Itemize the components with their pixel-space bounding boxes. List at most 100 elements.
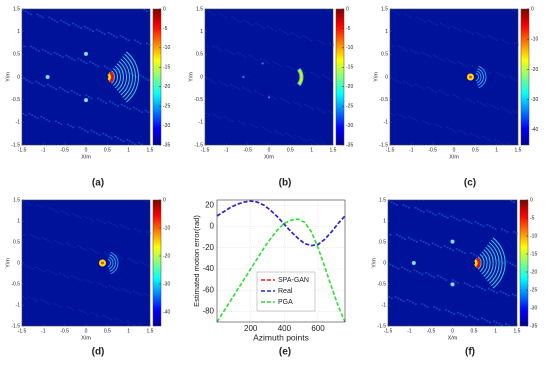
speckle xyxy=(208,79,211,81)
speckle xyxy=(222,15,225,17)
speckle xyxy=(500,106,503,109)
speckle xyxy=(310,71,313,74)
speckle xyxy=(411,301,414,304)
speckle xyxy=(51,208,54,210)
x-tick-label: -1 xyxy=(407,328,412,334)
speckle xyxy=(494,106,497,109)
y-tick-label: -1.5 xyxy=(377,323,386,329)
point-target xyxy=(450,239,455,244)
speckle xyxy=(306,105,309,107)
speckle xyxy=(388,296,390,298)
speckle xyxy=(506,260,509,263)
speckle xyxy=(272,60,275,63)
speckle xyxy=(502,262,505,264)
speckle xyxy=(39,15,42,17)
colorbar-tick-label: -25 xyxy=(163,103,170,109)
speckle xyxy=(450,60,453,63)
speckle xyxy=(29,233,32,236)
speckle xyxy=(404,117,407,119)
speckle xyxy=(23,233,26,236)
speckle xyxy=(461,250,464,253)
speckle xyxy=(87,280,90,283)
speckle xyxy=(84,215,87,218)
speckle xyxy=(81,310,84,312)
speckle xyxy=(35,48,38,51)
speckle xyxy=(40,299,43,301)
speckle xyxy=(24,297,27,300)
speckle xyxy=(41,16,44,19)
speckle xyxy=(302,138,305,141)
speckle xyxy=(417,85,420,87)
speckle xyxy=(123,289,126,291)
speckle xyxy=(33,299,36,301)
speckle xyxy=(122,321,125,324)
y-tick-label: -1 xyxy=(384,120,389,126)
colorbar-tick-label: -10 xyxy=(346,45,353,51)
speckle xyxy=(398,235,401,237)
speckle xyxy=(86,313,89,315)
speckle xyxy=(211,112,214,115)
speckle xyxy=(455,96,458,98)
speckle xyxy=(23,263,26,266)
speckle xyxy=(420,86,423,89)
speckle xyxy=(86,216,89,219)
speckle xyxy=(114,287,117,290)
speckle xyxy=(317,39,320,42)
speckle xyxy=(448,59,451,61)
speckle xyxy=(124,38,127,40)
speckle xyxy=(419,18,422,20)
colorbar-tick-label: 0 xyxy=(163,197,166,203)
speckle xyxy=(442,24,445,26)
speckle xyxy=(433,306,436,308)
speckle xyxy=(41,48,44,51)
speckle xyxy=(223,83,226,86)
speckle xyxy=(90,311,93,314)
speckle xyxy=(147,294,150,297)
speckle xyxy=(118,256,121,259)
x-tick-label: 1 xyxy=(127,328,130,334)
speckle xyxy=(53,239,56,242)
speckle xyxy=(119,138,122,141)
speckle xyxy=(138,293,141,295)
speckle xyxy=(244,88,247,90)
speckle xyxy=(511,293,514,295)
point-target xyxy=(84,98,88,103)
speckle xyxy=(495,71,498,74)
speckle xyxy=(53,51,56,54)
speckle xyxy=(474,317,477,320)
speckle xyxy=(418,272,421,274)
y-tick-label: -40 xyxy=(202,264,214,273)
speckle xyxy=(138,323,141,325)
speckle xyxy=(119,320,122,322)
speckle xyxy=(206,45,209,48)
speckle xyxy=(323,143,326,145)
speckle xyxy=(515,232,518,235)
y-tick-label: -20 xyxy=(202,243,214,252)
speckle xyxy=(244,56,247,58)
colorbar-tick-label: -5 xyxy=(530,215,535,221)
speckle xyxy=(232,53,235,55)
speckle xyxy=(436,56,439,58)
speckle xyxy=(24,10,27,13)
scatter-arc xyxy=(122,56,133,98)
colorbar-tick-label: -35 xyxy=(530,323,537,329)
speckle xyxy=(127,228,130,230)
speckle xyxy=(241,86,244,89)
speckle xyxy=(397,45,400,48)
speckle xyxy=(35,266,38,269)
speckle xyxy=(437,245,440,247)
speckle xyxy=(60,209,63,212)
speckle xyxy=(466,283,469,286)
y-tick-label: 0.5 xyxy=(13,239,20,245)
speckle xyxy=(503,229,506,232)
speckle xyxy=(261,94,264,97)
legend-box xyxy=(256,271,316,312)
speckle xyxy=(77,215,80,218)
speckle xyxy=(126,290,129,293)
speckle xyxy=(446,126,449,129)
speckle xyxy=(103,65,106,68)
speckle xyxy=(264,128,267,130)
speckle xyxy=(274,62,277,64)
speckle xyxy=(139,42,142,45)
speckle xyxy=(424,21,427,23)
